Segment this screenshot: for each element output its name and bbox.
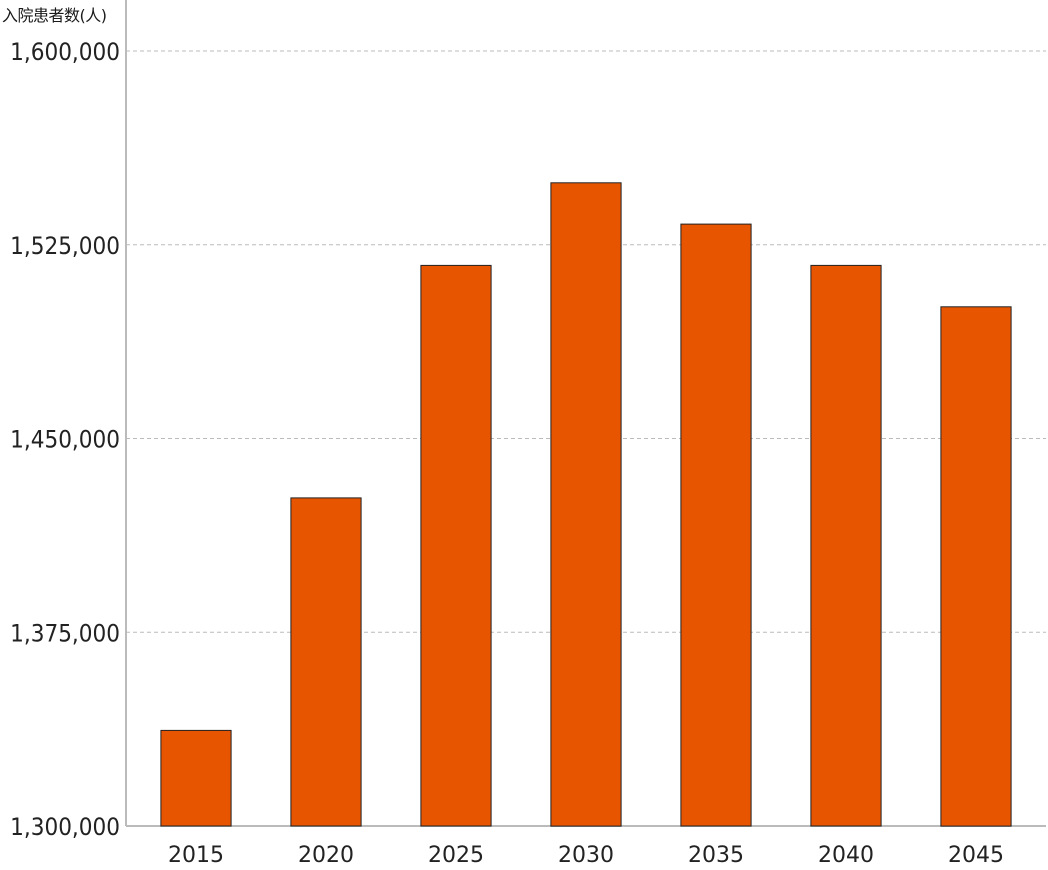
y-tick-label: 1,375,000 (10, 619, 120, 647)
x-tick-label: 2040 (818, 843, 874, 868)
x-tick-label: 2025 (428, 843, 484, 868)
x-tick-label: 2015 (168, 843, 224, 868)
y-tick-labels: 1,300,000 1,375,000 1,450,000 1,525,000 1,60… (10, 38, 120, 841)
bar-2025 (420, 264, 492, 827)
bars (160, 182, 1012, 827)
y-tick-label: 1,450,000 (10, 426, 120, 454)
y-tick-label: 1,300,000 (10, 813, 120, 841)
bar-2045 (940, 306, 1012, 827)
x-tick-label: 2020 (298, 843, 354, 868)
bar-2040 (810, 264, 882, 827)
bar-2015 (160, 729, 232, 827)
y-axis-label: 入院患者数(人) (2, 6, 107, 25)
y-tick-label: 1,525,000 (10, 232, 120, 260)
bar-2030 (550, 182, 622, 827)
gridlines (126, 50, 1046, 633)
x-tick-label: 2035 (688, 843, 744, 868)
x-tick-labels: 2015 2020 2025 2030 2035 2040 2045 (168, 843, 1004, 868)
x-tick-label: 2030 (558, 843, 614, 868)
bar-2020 (290, 497, 362, 827)
x-tick-label: 2045 (948, 843, 1004, 868)
bar-2035 (680, 223, 752, 827)
y-tick-label: 1,600,000 (10, 38, 120, 66)
